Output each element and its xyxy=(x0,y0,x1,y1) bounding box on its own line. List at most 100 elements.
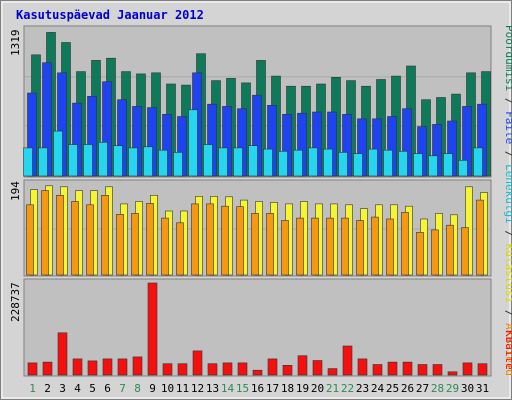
label-lehekulgi: Lehekülgi xyxy=(503,164,512,224)
bar-lehekülgi-2 xyxy=(38,147,48,177)
bar-arvuteid-15 xyxy=(236,206,244,276)
bar-kbaite-29 xyxy=(447,371,458,376)
bar-lehekülgi-25 xyxy=(383,149,393,177)
bar-kbaite-12 xyxy=(192,350,203,376)
bar-lehekülgi-9 xyxy=(143,146,153,177)
bar-kbaite-15 xyxy=(237,362,248,376)
x-tick-25: 25 xyxy=(386,382,399,395)
x-tick-21: 21 xyxy=(326,382,339,395)
bar-lehekülgi-27 xyxy=(413,153,423,177)
bar-lehekülgi-19 xyxy=(293,149,303,177)
bar-arvuteid-28 xyxy=(431,229,439,276)
label-sep-4: / xyxy=(503,303,512,323)
bar-kbaite-19 xyxy=(297,355,308,376)
bar-arvuteid-27 xyxy=(416,232,424,276)
bar-lehekülgi-10 xyxy=(158,149,168,177)
bar-kbaite-23 xyxy=(357,358,368,376)
bar-lehekülgi-15 xyxy=(233,147,243,177)
bar-kbaite-10 xyxy=(162,363,173,376)
x-tick-4: 4 xyxy=(74,382,81,395)
bar-arvuteid-3 xyxy=(56,195,64,276)
bar-kbaite-16 xyxy=(252,369,263,376)
x-tick-24: 24 xyxy=(371,382,385,395)
x-tick-10: 10 xyxy=(161,382,174,395)
bar-lehekülgi-11 xyxy=(173,152,183,177)
chart-title: Kasutuspäevad Jaanuar 2012 xyxy=(16,8,204,22)
x-tick-19: 19 xyxy=(296,382,309,395)
x-tick-15: 15 xyxy=(236,382,249,395)
bar-kbaite-20 xyxy=(312,360,323,376)
panel-bottom xyxy=(23,278,492,377)
bar-kbaite-17 xyxy=(267,358,278,376)
bar-kbaite-14 xyxy=(222,362,233,376)
bar-lehekülgi-16 xyxy=(248,145,258,177)
label-arvuteid: Arvuteid xyxy=(503,323,512,376)
x-tick-27: 27 xyxy=(416,382,429,395)
bar-lehekülgi-4 xyxy=(68,144,78,177)
bar-lehekülgi-7 xyxy=(113,145,123,177)
bar-kbaite-9 xyxy=(147,282,158,376)
bar-arvuteid-16 xyxy=(251,213,259,276)
bar-arvuteid-25 xyxy=(386,218,394,276)
bar-lehekülgi-18 xyxy=(278,151,288,177)
x-tick-3: 3 xyxy=(59,382,66,395)
bar-lehekülgi-1 xyxy=(23,147,33,177)
right-label-kbaite: KBaite xyxy=(503,330,512,370)
bar-kbaite-25 xyxy=(387,361,398,376)
bar-arvuteid-4 xyxy=(71,201,79,276)
label-sep-2: / xyxy=(503,144,512,164)
bar-kbaite-7 xyxy=(117,358,128,376)
bar-lehekülgi-17 xyxy=(263,148,273,177)
x-tick-8: 8 xyxy=(134,382,141,395)
x-tick-23: 23 xyxy=(356,382,369,395)
bar-kbaite-31 xyxy=(477,363,488,376)
bar-kbaite-30 xyxy=(462,362,473,376)
x-tick-5: 5 xyxy=(89,382,96,395)
x-tick-18: 18 xyxy=(281,382,294,395)
bar-arvuteid-31 xyxy=(476,199,484,276)
bar-lehekülgi-30 xyxy=(458,160,468,177)
bar-arvuteid-30 xyxy=(461,227,469,276)
bar-lehekülgi-29 xyxy=(443,153,453,177)
bar-kbaite-22 xyxy=(342,345,353,376)
bar-kbaite-5 xyxy=(87,360,98,376)
bar-arvuteid-1 xyxy=(26,204,34,276)
bar-kbaite-8 xyxy=(132,356,143,376)
label-faile: Faile xyxy=(503,111,512,144)
x-tick-labels: 1 2 3 4 5 6 7 8 9 10 11 12 13 14 15 16 17 18 19 20 21 22 23 24 2… xyxy=(29,382,489,395)
bar-lehekülgi-31 xyxy=(473,147,483,177)
x-tick-1: 1 xyxy=(29,382,36,395)
x-tick-6: 6 xyxy=(104,382,111,395)
middle-ymax-label: 194 xyxy=(9,181,22,201)
x-tick-16: 16 xyxy=(251,382,264,395)
bars xyxy=(23,32,491,376)
label-sep-1: / xyxy=(503,91,512,111)
bar-arvuteid-14 xyxy=(221,205,229,276)
bar-lehekülgi-6 xyxy=(98,142,108,177)
bar-kbaite-21 xyxy=(327,368,338,376)
bar-kbaite-11 xyxy=(177,363,188,376)
x-tick-7: 7 xyxy=(119,382,126,395)
label-poordumisi: Pöördumisi xyxy=(503,25,512,91)
x-tick-17: 17 xyxy=(266,382,279,395)
bar-kbaite-4 xyxy=(72,358,83,376)
bar-arvuteid-22 xyxy=(341,217,349,276)
bar-lehekülgi-23 xyxy=(353,153,363,177)
x-tick-28: 28 xyxy=(431,382,444,395)
x-tick-29: 29 xyxy=(446,382,459,395)
bar-arvuteid-17 xyxy=(266,213,274,276)
bar-arvuteid-7 xyxy=(116,214,124,276)
bar-arvuteid-11 xyxy=(176,222,184,276)
bar-arvuteid-19 xyxy=(296,217,304,276)
bar-arvuteid-2 xyxy=(41,190,49,276)
top-ymax-label: 1319 xyxy=(9,30,22,57)
bar-lehekülgi-3 xyxy=(53,130,63,177)
bar-arvuteid-24 xyxy=(371,216,379,276)
x-tick-22: 22 xyxy=(341,382,354,395)
bar-arvuteid-8 xyxy=(131,213,139,276)
bar-kbaite-6 xyxy=(102,358,113,376)
x-tick-30: 30 xyxy=(461,382,474,395)
x-tick-9: 9 xyxy=(149,382,156,395)
x-tick-12: 12 xyxy=(191,382,204,395)
